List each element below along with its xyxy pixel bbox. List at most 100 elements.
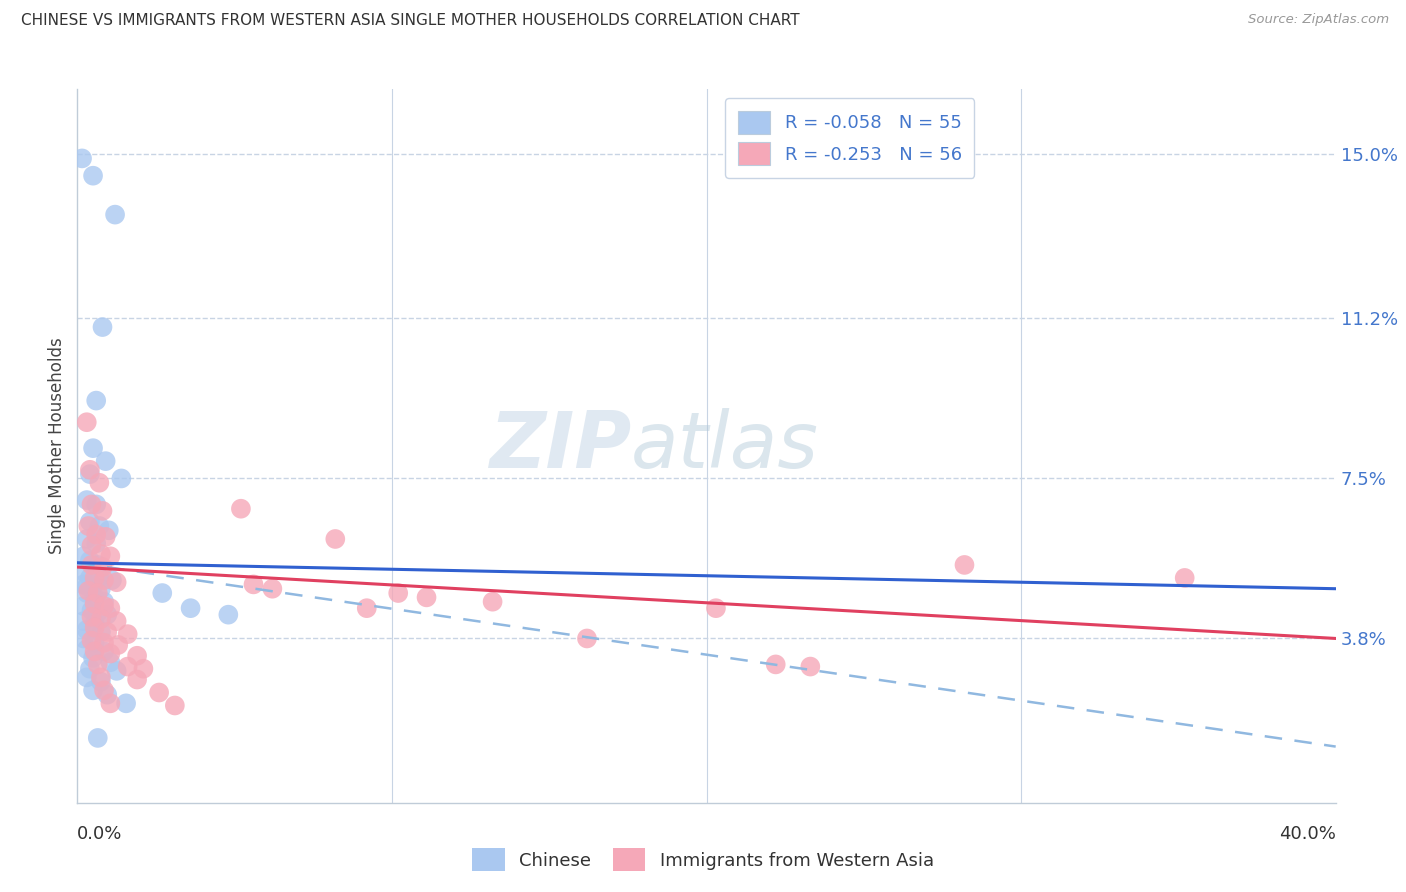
Point [94,530,117,544]
Point [90,674,112,689]
Point [80,603,103,617]
Point [72,632,94,646]
Point [90,547,112,561]
Point [242,577,264,591]
Point [765,657,787,672]
Point [83,636,105,650]
Point [80,558,103,572]
Point [262,582,284,596]
Point [70,152,93,166]
Point [87,731,110,745]
Text: Source: ZipAtlas.com: Source: ZipAtlas.com [1249,13,1389,27]
Point [76,586,98,600]
Point [93,644,115,658]
Point [72,565,94,579]
Point [97,524,120,538]
Point [83,616,105,631]
Point [82,580,104,594]
Point [93,636,115,650]
Point [90,612,112,626]
Point [89,475,111,490]
Point [356,601,378,615]
Point [93,683,115,698]
Point [105,664,128,678]
Point [77,519,100,533]
Point [323,532,346,546]
Point [101,573,124,587]
Point [76,415,98,429]
Point [110,471,132,485]
Point [93,599,115,613]
Point [80,633,103,648]
Point [93,595,115,609]
Point [1174,571,1197,585]
Point [98,655,121,669]
Point [799,659,821,673]
Point [76,623,98,637]
Point [87,586,110,600]
Text: ZIP: ZIP [489,408,631,484]
Point [180,601,202,615]
Point [93,573,115,587]
Text: 40.0%: 40.0% [1279,825,1336,843]
Point [83,621,105,635]
Point [84,536,107,550]
Point [72,577,94,591]
Point [98,647,121,661]
Point [82,169,104,183]
Point [163,698,186,713]
Point [72,614,94,628]
Point [117,659,139,673]
Point [83,571,105,585]
Point [91,504,114,518]
Point [953,558,976,572]
Point [84,497,107,511]
Point [87,606,110,620]
Point [107,638,129,652]
Y-axis label: Single Mother Households: Single Mother Households [48,338,66,554]
Point [127,673,149,687]
Point [105,575,128,590]
Point [80,539,103,553]
Point [91,560,114,574]
Point [481,595,503,609]
Point [83,591,105,605]
Point [79,553,101,567]
Point [76,642,98,657]
Point [89,519,111,533]
Point [98,601,121,615]
Point [90,624,112,639]
Legend: Chinese, Immigrants from Western Asia: Chinese, Immigrants from Western Asia [465,841,941,879]
Point [91,320,114,334]
Point [76,493,98,508]
Point [72,549,94,564]
Point [79,463,101,477]
Point [72,599,94,613]
Point [217,607,239,622]
Text: atlas: atlas [631,408,818,484]
Point [82,683,104,698]
Point [105,614,128,628]
Point [84,393,107,408]
Point [98,696,121,710]
Point [84,527,107,541]
Point [76,580,98,594]
Point [127,648,149,663]
Point [76,532,98,546]
Legend: R = -0.058   N = 55, R = -0.253   N = 56: R = -0.058 N = 55, R = -0.253 N = 56 [725,98,974,178]
Point [90,582,112,596]
Point [87,558,110,572]
Point [96,688,118,702]
Point [77,583,100,598]
Point [415,591,437,605]
Point [96,624,118,639]
Point [96,607,118,622]
Point [79,467,101,482]
Point [82,441,104,455]
Text: CHINESE VS IMMIGRANTS FROM WESTERN ASIA SINGLE MOTHER HOUSEHOLDS CORRELATION CHA: CHINESE VS IMMIGRANTS FROM WESTERN ASIA … [21,13,800,29]
Point [229,501,252,516]
Point [148,685,170,699]
Point [79,515,101,529]
Point [79,662,101,676]
Point [117,627,139,641]
